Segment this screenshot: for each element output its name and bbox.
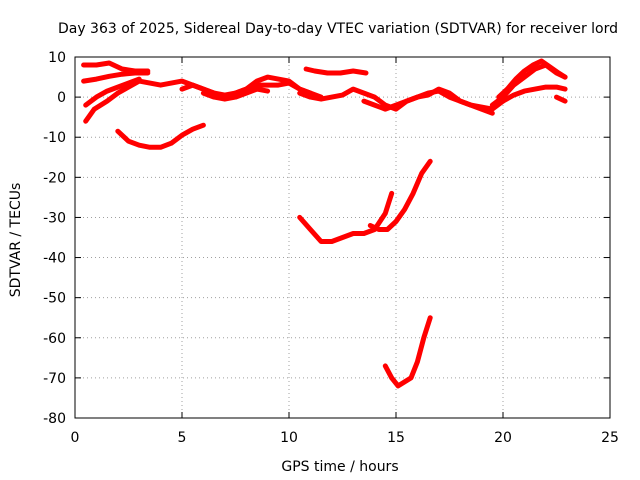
y-axis-label: SDTVAR / TECUs xyxy=(8,183,24,298)
axis-ticks xyxy=(74,56,611,419)
series-arc-4 xyxy=(83,76,142,108)
y-tick-label: -50 xyxy=(43,291,66,307)
y-tick-labels: 10 0 -10 -20 -30 -40 -50 -60 -70 -80 xyxy=(43,50,66,427)
series-arc-17 xyxy=(382,315,433,389)
plot-frame xyxy=(74,56,611,419)
series-arc-11 xyxy=(496,58,568,100)
y-tick-label: -20 xyxy=(43,170,66,186)
series-arc-2 xyxy=(81,70,151,84)
series-arc-13 xyxy=(554,94,568,104)
x-tick-label: 5 xyxy=(178,430,187,446)
series-arc-7 xyxy=(303,66,369,76)
y-tick-label: -10 xyxy=(43,130,66,146)
x-tick-label: 15 xyxy=(387,430,405,446)
series-layer xyxy=(81,58,568,389)
y-tick-label: -40 xyxy=(43,251,66,267)
series-arc-6 xyxy=(200,86,271,102)
y-tick-label: 0 xyxy=(57,90,66,106)
x-axis-label: GPS time / hours xyxy=(281,459,398,475)
series-arc-16 xyxy=(367,158,433,232)
y-tick-label: -30 xyxy=(43,210,66,226)
x-tick-labels: 0 5 10 15 20 25 xyxy=(71,430,619,446)
series-arc-12 xyxy=(500,84,568,104)
y-tick-label: -80 xyxy=(43,411,66,427)
y-tick-label: -70 xyxy=(43,371,66,387)
x-tick-label: 0 xyxy=(71,430,80,446)
x-tick-label: 10 xyxy=(280,430,298,446)
chart-title: Day 363 of 2025, Sidereal Day-to-day VTE… xyxy=(58,21,618,37)
series-arc-14 xyxy=(115,122,206,150)
grid xyxy=(75,57,610,418)
x-tick-label: 25 xyxy=(601,430,619,446)
y-tick-label: -60 xyxy=(43,331,66,347)
series-arc-15 xyxy=(297,190,395,244)
series-arc-1 xyxy=(81,60,151,74)
series-arc-9 xyxy=(361,86,495,116)
series-arc-5 xyxy=(179,74,324,100)
x-tick-label: 20 xyxy=(494,430,512,446)
y-tick-label: 10 xyxy=(48,50,66,66)
